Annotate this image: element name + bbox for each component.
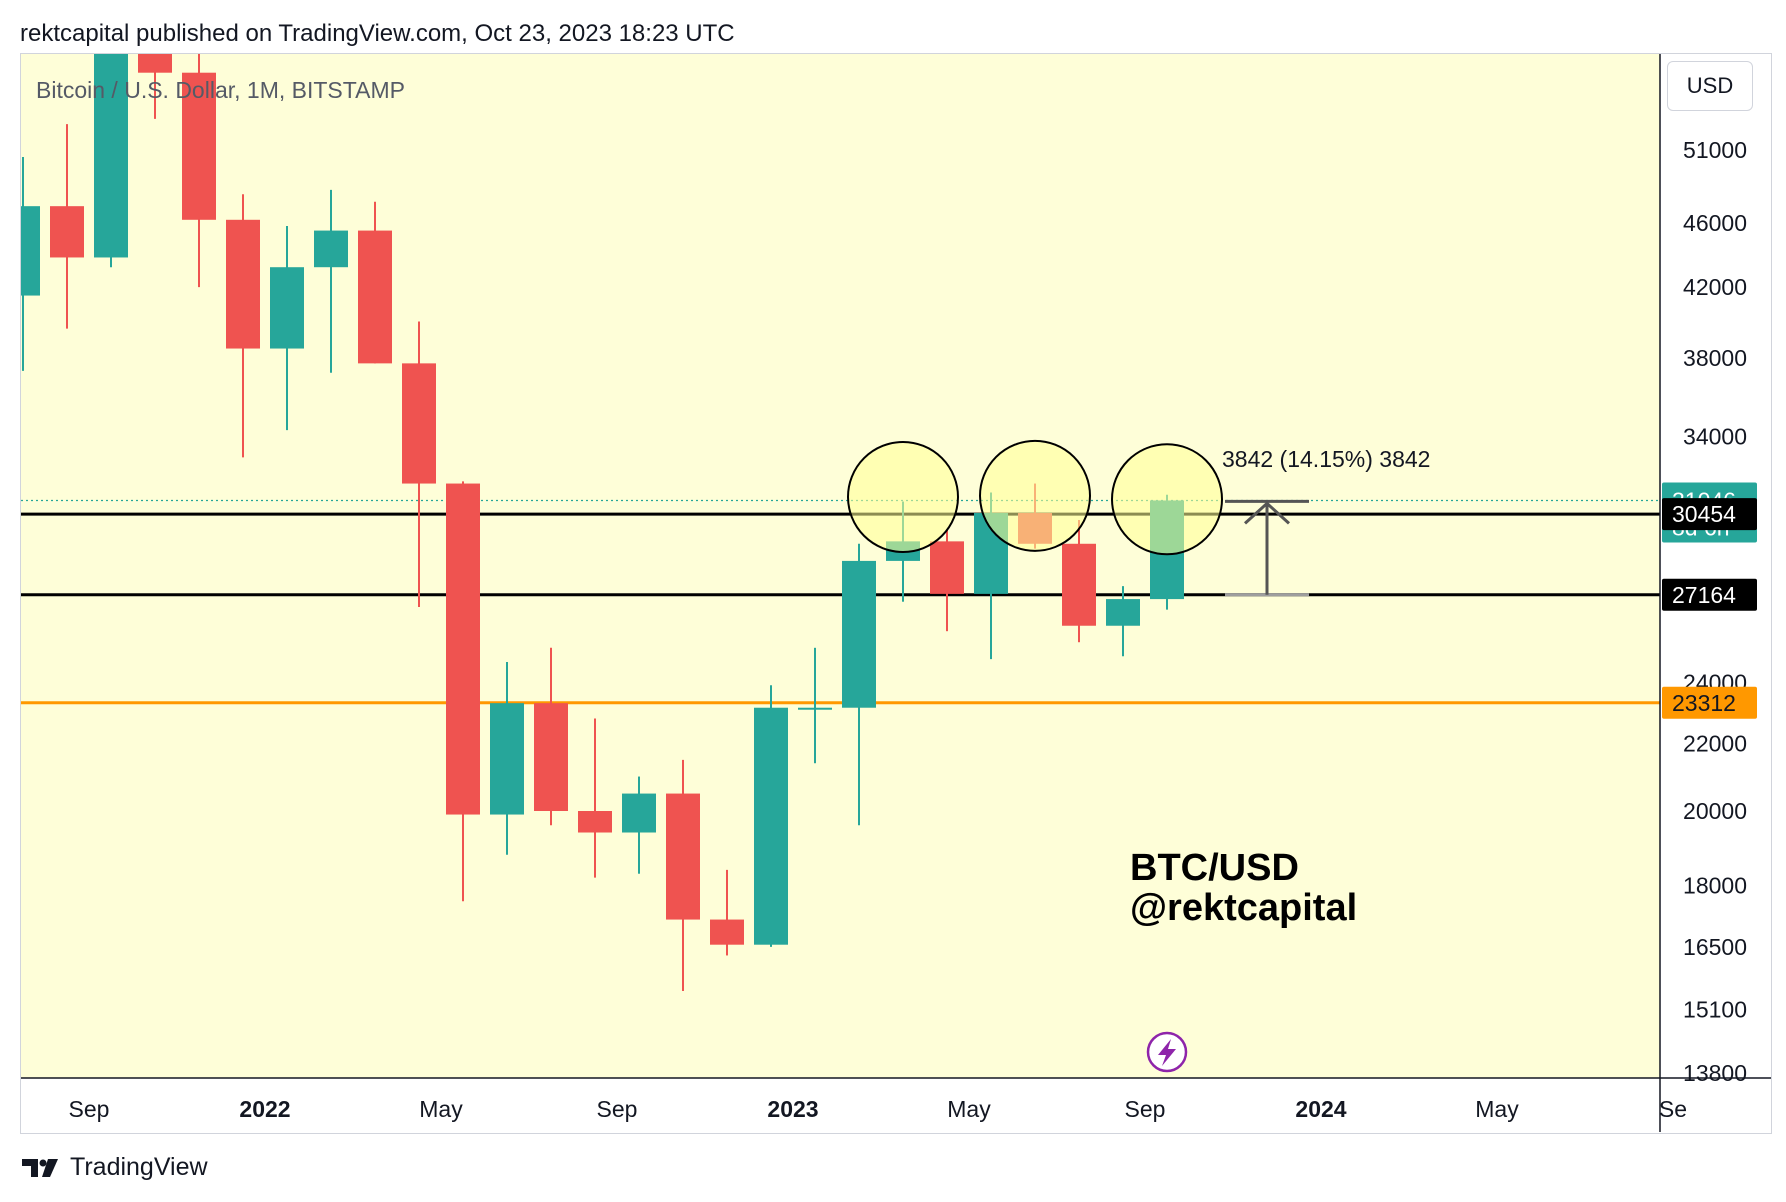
candle-body bbox=[358, 230, 392, 364]
x-tick-label: 2024 bbox=[1295, 1096, 1346, 1122]
footer-brand: TradingView bbox=[20, 1153, 208, 1182]
candle-body bbox=[710, 919, 744, 945]
candle-body bbox=[534, 703, 568, 811]
candle[interactable] bbox=[446, 481, 480, 902]
candle-body bbox=[490, 703, 524, 815]
candle-body bbox=[402, 363, 436, 484]
candle[interactable] bbox=[94, 0, 128, 268]
y-tick-label: 38000 bbox=[1683, 345, 1747, 371]
candle[interactable] bbox=[314, 189, 348, 373]
x-tick-label: May bbox=[1475, 1096, 1519, 1122]
candle[interactable] bbox=[50, 124, 84, 329]
level-badge-30454-value: 30454 bbox=[1672, 501, 1736, 527]
x-tick-label: Sep bbox=[597, 1096, 638, 1122]
candle-body bbox=[930, 541, 964, 594]
candle-body bbox=[226, 219, 260, 349]
y-tick-label: 22000 bbox=[1683, 731, 1747, 757]
y-tick-label: 15100 bbox=[1683, 996, 1747, 1022]
candle-body bbox=[798, 707, 832, 710]
y-tick-label: 51000 bbox=[1683, 137, 1747, 163]
lightning-icon-bolt bbox=[1158, 1039, 1176, 1066]
candle[interactable] bbox=[622, 776, 656, 874]
candle[interactable] bbox=[1062, 519, 1096, 643]
y-tick-label: 42000 bbox=[1683, 274, 1747, 300]
x-tick-label: May bbox=[947, 1096, 991, 1122]
candle-body bbox=[666, 793, 700, 920]
measure-arrow-head bbox=[1243, 501, 1291, 525]
candle[interactable] bbox=[270, 225, 304, 431]
candle[interactable] bbox=[754, 685, 788, 947]
highlight-circle[interactable] bbox=[979, 439, 1091, 552]
level-badge-27164-bg bbox=[1662, 578, 1757, 611]
level-badge-23312-bg bbox=[1662, 686, 1757, 719]
tradingview-logo-icon bbox=[22, 1158, 58, 1177]
candle-body bbox=[622, 793, 656, 833]
candle[interactable] bbox=[710, 869, 744, 956]
candle-body bbox=[270, 267, 304, 349]
candle[interactable] bbox=[578, 718, 612, 878]
candle-body bbox=[446, 483, 480, 815]
candle[interactable] bbox=[358, 201, 392, 364]
level-badge-23312-value: 23312 bbox=[1672, 690, 1736, 716]
lightning-icon[interactable] bbox=[1146, 1031, 1188, 1073]
level-badge-27164: 27164 bbox=[1662, 578, 1757, 611]
x-tick-label: 2023 bbox=[767, 1096, 818, 1122]
candle-body bbox=[50, 206, 84, 258]
candle-body bbox=[94, 54, 128, 258]
candle[interactable] bbox=[138, 0, 172, 119]
level-badge-30454: 30454 bbox=[1662, 498, 1757, 531]
candle-body bbox=[1062, 543, 1096, 626]
candle[interactable] bbox=[226, 194, 260, 458]
candle[interactable] bbox=[798, 647, 832, 764]
x-tick-label: Sep bbox=[1125, 1096, 1166, 1122]
published-header: rektcapital published on TradingView.com… bbox=[20, 20, 735, 47]
candle-body bbox=[138, 54, 172, 73]
candle-body bbox=[578, 811, 612, 833]
candle[interactable] bbox=[842, 543, 876, 826]
y-tick-label: 13800 bbox=[1683, 1060, 1747, 1086]
candle-body bbox=[21, 206, 40, 296]
candle[interactable] bbox=[402, 321, 436, 607]
y-tick-label: 16500 bbox=[1683, 934, 1747, 960]
candle-body bbox=[842, 560, 876, 708]
level-badge-27164-value: 27164 bbox=[1672, 582, 1736, 608]
watermark-pair: BTC/USD bbox=[1130, 847, 1299, 889]
y-tick-label: 34000 bbox=[1683, 423, 1747, 449]
level-badge-23312: 23312 bbox=[1662, 686, 1757, 719]
x-tick-label: Se bbox=[1659, 1096, 1687, 1122]
x-tick-label: May bbox=[419, 1096, 463, 1122]
tradingview-brand-text: TradingView bbox=[70, 1153, 208, 1181]
candle[interactable] bbox=[1106, 586, 1140, 657]
plot-background bbox=[21, 54, 1660, 1078]
candle[interactable] bbox=[490, 661, 524, 855]
y-tick-label: 18000 bbox=[1683, 872, 1747, 898]
candle-body bbox=[314, 230, 348, 268]
y-tick-label: 20000 bbox=[1683, 798, 1747, 824]
candle-body bbox=[1106, 599, 1140, 626]
x-tick-label: Sep bbox=[69, 1096, 110, 1122]
currency-button[interactable]: USD bbox=[1667, 61, 1753, 111]
level-badge-30454-bg bbox=[1662, 498, 1757, 531]
candle[interactable] bbox=[930, 529, 964, 632]
symbol-label: Bitcoin / U.S. Dollar, 1M, BITSTAMP bbox=[36, 77, 405, 103]
x-tick-label: 2022 bbox=[239, 1096, 290, 1122]
candle-body bbox=[182, 72, 216, 220]
candle-body bbox=[754, 707, 788, 945]
candle[interactable] bbox=[182, 47, 216, 288]
watermark-handle: @rektcapital bbox=[1130, 887, 1357, 929]
measure-label: 3842 (14.15%) 3842 bbox=[1222, 446, 1430, 472]
candle[interactable] bbox=[6, 156, 40, 371]
highlight-circle[interactable] bbox=[1111, 443, 1223, 556]
highlight-circle[interactable] bbox=[847, 440, 959, 553]
candle[interactable] bbox=[666, 759, 700, 991]
candle[interactable] bbox=[534, 647, 568, 826]
y-tick-label: 46000 bbox=[1683, 210, 1747, 236]
